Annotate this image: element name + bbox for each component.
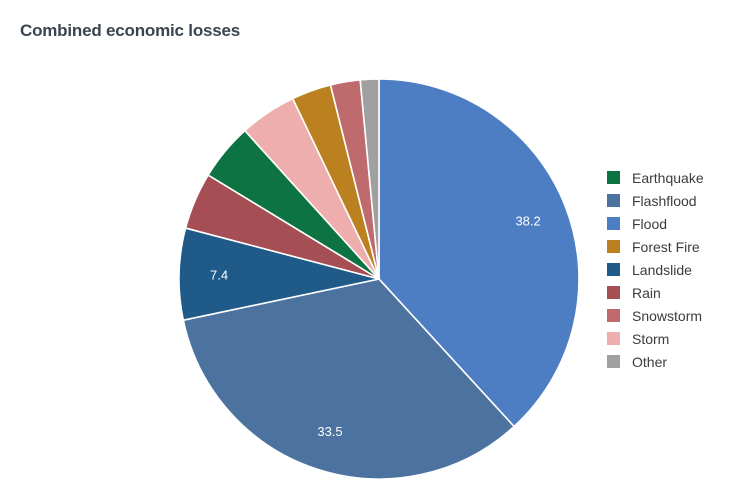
pie-slice-flood[interactable] [378,78,580,428]
legend-item-landslide[interactable]: Landslide [607,258,704,281]
pie-slice-flashflood[interactable] [182,278,515,480]
legend-swatch-earthquake [607,171,620,184]
legend-item-other[interactable]: Other [607,350,704,373]
legend-item-flashflood[interactable]: Flashflood [607,189,704,212]
legend-swatch-flashflood [607,194,620,207]
legend-item-storm[interactable]: Storm [607,327,704,350]
legend-label: Snowstorm [632,307,703,324]
pie-data-label-flashflood: 33.5 [317,424,342,439]
legend-label: Flashflood [632,192,697,209]
legend-label: Flood [632,215,668,232]
legend-item-rain[interactable]: Rain [607,281,704,304]
chart-legend: Earthquake Flashflood Flood Forest Fire Land… [607,166,704,373]
legend-swatch-landslide [607,263,620,276]
legend-swatch-other [607,355,620,368]
legend-label: Forest Fire [632,238,700,255]
chart-title: Combined economic losses [20,21,241,40]
pie-data-label-flood: 38.2 [515,214,540,229]
legend-label: Other [632,353,668,370]
pie-data-label-landslide: 7.4 [210,268,228,283]
legend-label: Earthquake [632,169,704,186]
legend-swatch-snowstorm [607,309,620,322]
legend-swatch-storm [607,332,620,345]
legend-swatch-forest-fire [607,240,620,253]
legend-swatch-rain [607,286,620,299]
legend-label: Rain [632,284,661,301]
pie-slice-other[interactable] [359,78,380,280]
legend-item-earthquake[interactable]: Earthquake [607,166,704,189]
legend-item-flood[interactable]: Flood [607,212,704,235]
legend-label: Landslide [632,261,692,278]
legend-label: Storm [632,330,670,347]
legend-item-snowstorm[interactable]: Snowstorm [607,304,704,327]
legend-item-forest-fire[interactable]: Forest Fire [607,235,704,258]
legend-swatch-flood [607,217,620,230]
